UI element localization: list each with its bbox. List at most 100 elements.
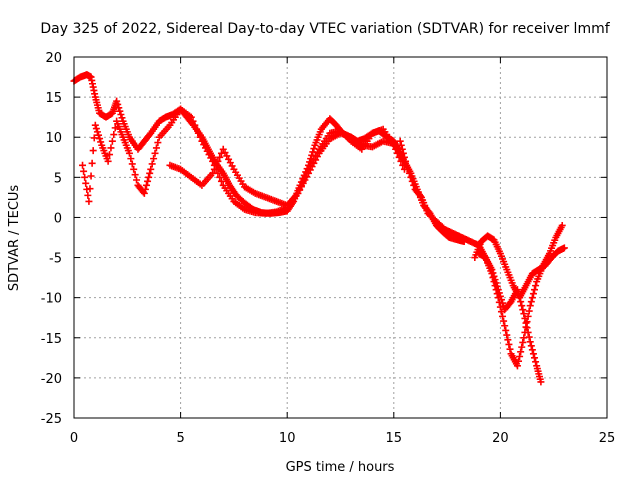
data-point: [152, 144, 160, 152]
x-axis-label: GPS time / hours: [286, 460, 395, 475]
x-tick-label: 5: [176, 431, 184, 446]
data-point: [125, 149, 133, 157]
series-3: [166, 129, 468, 246]
data-point: [142, 181, 150, 189]
data-point: [531, 286, 539, 294]
data-point: [107, 144, 115, 152]
data-point: [499, 312, 507, 320]
data-point: [491, 276, 499, 284]
data-point: [416, 192, 424, 200]
data-point: [130, 165, 138, 173]
data-point: [518, 302, 526, 310]
data-point: [410, 181, 418, 189]
data-point: [398, 145, 406, 153]
data-point: [505, 340, 513, 348]
data-point: [506, 345, 514, 353]
data-point: [97, 138, 105, 146]
data-point: [529, 290, 537, 298]
series-4: [396, 137, 566, 370]
data-point: [527, 342, 535, 350]
y-tick-label: -5: [49, 252, 62, 267]
data-point: [515, 357, 523, 365]
data-point: [145, 173, 153, 181]
data-point: [532, 358, 540, 366]
data-point: [504, 336, 512, 344]
y-axis-label: SDTVAR / TECUs: [7, 185, 22, 292]
data-point: [396, 137, 404, 145]
grid-layer: [74, 57, 607, 418]
data-point: [513, 362, 521, 370]
x-tick-label: 25: [599, 431, 616, 446]
data-point: [526, 338, 534, 346]
data-point: [501, 322, 509, 330]
data-point: [494, 286, 502, 294]
data-point: [210, 165, 218, 173]
data-point: [397, 141, 405, 149]
data-point: [212, 161, 220, 169]
data-point: [497, 296, 505, 304]
data-point: [92, 125, 100, 133]
ticks-layer: 0 5 10 15 20 25 -25 -20 -15 -10 -5 0 5 10 15 20: [41, 51, 616, 446]
data-point: [402, 157, 410, 165]
data-point: [527, 298, 535, 306]
data-point: [503, 331, 511, 339]
data-point: [131, 171, 139, 179]
data-point: [531, 354, 539, 362]
data-point: [519, 306, 527, 314]
data-point: [217, 177, 225, 185]
data-point: [404, 165, 412, 173]
data-point: [400, 153, 408, 161]
data-point: [560, 244, 568, 252]
data-point: [85, 197, 93, 205]
data-point: [515, 290, 523, 298]
data-point: [216, 153, 224, 161]
data-point: [146, 169, 154, 177]
data-point: [524, 328, 532, 336]
data-point: [82, 179, 90, 187]
data-point: [532, 282, 540, 290]
data-point: [214, 157, 222, 165]
data-point: [405, 169, 413, 177]
data-point: [84, 191, 92, 199]
data-point: [516, 294, 524, 302]
data-point: [537, 378, 545, 386]
data-point: [525, 333, 533, 341]
data-point: [127, 155, 135, 163]
data-point: [517, 298, 525, 306]
data-point: [216, 173, 224, 181]
data-point: [492, 279, 500, 287]
data-point: [150, 155, 158, 163]
data-point: [108, 137, 116, 145]
data-point: [520, 310, 528, 318]
data-point: [528, 294, 536, 302]
y-tick-label: 10: [45, 131, 62, 146]
data-point: [88, 159, 96, 167]
data-point: [521, 314, 529, 322]
data-point: [81, 173, 89, 181]
data-point: [111, 124, 119, 132]
chart-title: Day 325 of 2022, Sidereal Day-to-day VTE…: [40, 21, 610, 37]
data-point: [408, 177, 416, 185]
data-point: [110, 131, 118, 139]
y-tick-label: 15: [45, 91, 62, 106]
data-point: [114, 100, 122, 108]
data-point: [490, 272, 498, 280]
data-points-layer: [70, 71, 568, 386]
data-point: [496, 292, 504, 300]
data-point: [116, 107, 124, 115]
data-point: [154, 139, 162, 147]
data-point: [89, 147, 97, 155]
data-point: [519, 338, 527, 346]
data-point: [495, 289, 503, 297]
data-point: [80, 167, 88, 175]
data-point: [488, 266, 496, 274]
x-tick-label: 10: [279, 431, 296, 446]
y-tick-label: -10: [41, 292, 62, 307]
data-point: [151, 149, 159, 157]
data-point: [499, 299, 507, 307]
data-point: [193, 125, 201, 133]
data-point: [187, 113, 195, 121]
data-point: [141, 185, 149, 193]
data-point: [493, 282, 501, 290]
